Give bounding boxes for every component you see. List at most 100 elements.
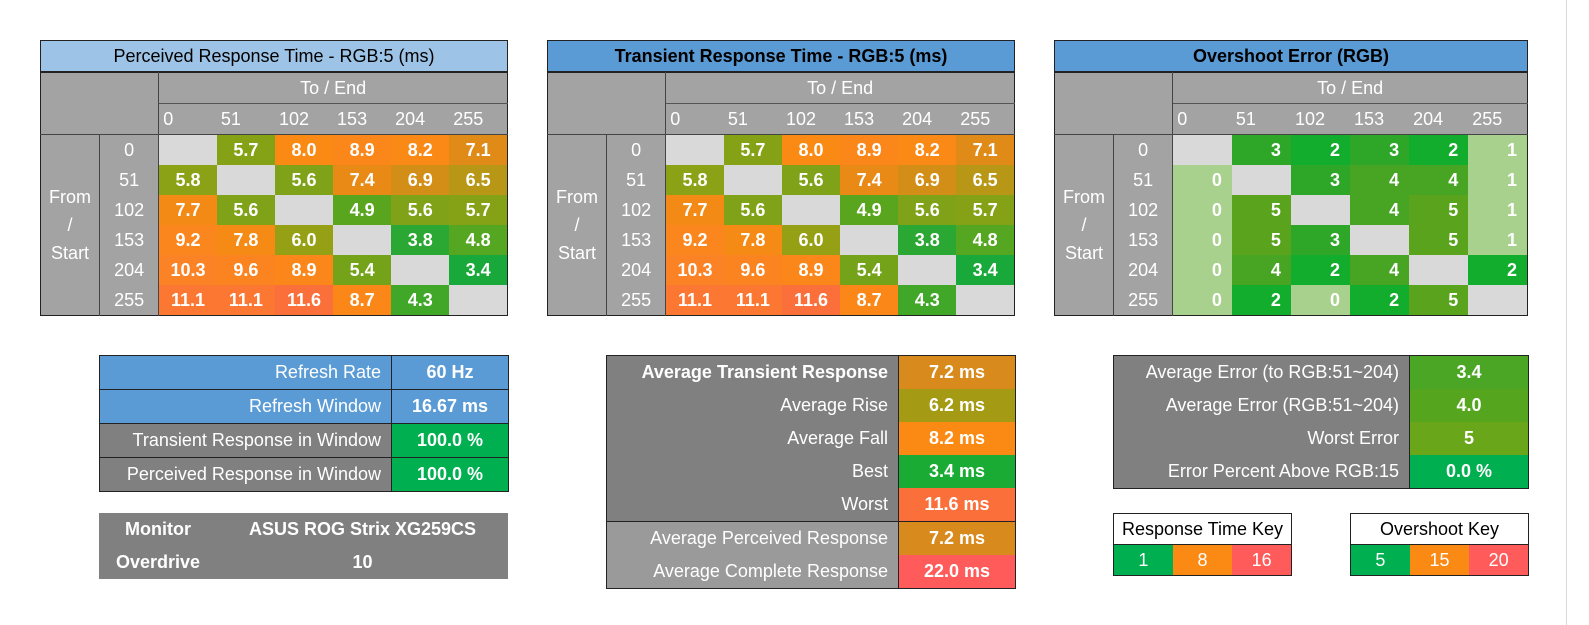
worst-error-value: 5 xyxy=(1409,422,1529,455)
avg-transient-row: Average Transient Response 7.2 ms xyxy=(606,355,1016,389)
from-start-word: / xyxy=(67,215,73,235)
error-percent-value: 0.0 % xyxy=(1409,455,1529,489)
heatmap-cell: 5.7 xyxy=(956,195,1015,225)
heatmap-cell: 8.0 xyxy=(274,134,334,165)
avg-error-to-label: Average Error (to RGB:51~204) xyxy=(1145,362,1399,382)
heatmap-cell-empty xyxy=(391,255,450,285)
heatmap-cell: 2 xyxy=(1231,285,1291,316)
x-tick: 51 xyxy=(1231,103,1291,135)
heatmap-cell-empty xyxy=(1468,285,1528,316)
heatmap-cell: 8.7 xyxy=(333,285,392,316)
refresh-window-label: Refresh Window xyxy=(99,389,392,424)
heatmap-cell-empty xyxy=(665,134,724,165)
heatmap-cell: 5.7 xyxy=(723,134,782,165)
heatmap-cell: 5.7 xyxy=(216,134,275,165)
heatmap-cell: 5.7 xyxy=(449,195,508,225)
heatmap-corner xyxy=(547,72,667,135)
heatmap-cell-empty xyxy=(956,285,1015,316)
heatmap-cell: 4.8 xyxy=(956,225,1015,255)
y-tick: 51 xyxy=(606,165,667,195)
heatmap-cell-empty xyxy=(449,285,508,316)
from-start-word: Start xyxy=(51,243,90,263)
heatmap-cell: 10.3 xyxy=(665,255,724,285)
heatmap-cell-empty xyxy=(1231,165,1291,195)
avg-error-label: Average Error (RGB:51~204) xyxy=(1165,395,1399,415)
overshoot-key: Overshoot Key 5 15 20 xyxy=(1350,513,1529,576)
heatmap-cell: 7.4 xyxy=(333,165,392,195)
refresh-info-table: Refresh Rate 60 Hz Refresh Window 16.67 … xyxy=(99,355,509,492)
heatmap-cell: 7.8 xyxy=(723,225,782,255)
heatmap-cell: 8.9 xyxy=(840,134,899,165)
best-label: Best xyxy=(851,461,888,481)
x-tick: 0 xyxy=(158,103,217,135)
heatmap-cell: 5.6 xyxy=(391,195,450,225)
heatmap-cell: 5 xyxy=(1409,225,1469,255)
overshoot-key-title: Overshoot Key xyxy=(1350,513,1529,545)
avg-fall-value: 8.2 ms xyxy=(898,422,1016,455)
heatmap-cell-empty xyxy=(840,225,899,255)
transient-response-heatmap: To / End 0 51 102 153 204 255 From / Start 0 5.7 8.0… xyxy=(547,72,1015,316)
from-start-label: From / Start xyxy=(547,134,608,316)
heatmap-cell-empty xyxy=(1409,255,1469,285)
to-end-label: To / End xyxy=(1172,72,1528,104)
heatmap-cell: 4.9 xyxy=(333,195,392,225)
heatmap-cell: 0 xyxy=(1172,255,1232,285)
heatmap-cell-empty xyxy=(1350,225,1410,255)
worst-label: Worst xyxy=(841,494,888,514)
y-tick: 153 xyxy=(1113,225,1174,255)
heatmap-cell: 5 xyxy=(1231,225,1291,255)
heatmap-cell: 6.0 xyxy=(274,225,334,255)
avg-rise-value: 6.2 ms xyxy=(898,389,1016,422)
y-tick: 51 xyxy=(1113,165,1174,195)
heatmap-cell: 0 xyxy=(1172,165,1232,195)
heatmap-cell: 6.9 xyxy=(391,165,450,195)
y-tick: 255 xyxy=(99,285,160,316)
heatmap-cell: 5.6 xyxy=(781,165,841,195)
from-start-word: Start xyxy=(1065,243,1104,263)
heatmap-cell: 0 xyxy=(1290,285,1351,316)
heatmap-cell: 9.2 xyxy=(665,225,724,255)
heatmap-cell: 8.9 xyxy=(781,255,841,285)
avg-fall-row: Average Fall 8.2 ms xyxy=(606,422,1016,455)
heatmap-cell-empty xyxy=(898,255,957,285)
heatmap-cell: 2 xyxy=(1350,285,1410,316)
overshoot-error-heatmap: To / End 0 51 102 153 204 255 From / Start 0 3 2 3 2 1 5… xyxy=(1054,72,1528,316)
heatmap-cell: 2 xyxy=(1290,134,1351,165)
heatmap-cell: 8.7 xyxy=(840,285,899,316)
heatmap-cell: 3.4 xyxy=(449,255,508,285)
x-tick: 0 xyxy=(1172,103,1232,135)
from-start-word: / xyxy=(1081,215,1087,235)
y-tick: 102 xyxy=(606,195,667,225)
worst-value: 11.6 ms xyxy=(898,488,1016,522)
heatmap-cell: 11.6 xyxy=(781,285,841,316)
heatmap-cell: 8.2 xyxy=(391,134,450,165)
avg-rise-label: Average Rise xyxy=(780,395,888,415)
heatmap-cell: 3 xyxy=(1231,134,1291,165)
heatmap-cell: 8.0 xyxy=(781,134,841,165)
perceived-in-window-label: Perceived Response in Window xyxy=(99,457,392,492)
heatmap-cell: 4 xyxy=(1409,165,1469,195)
perceived-response-heatmap: To / End 0 51 102 153 204 255 From / Start 0 5.7 8.0… xyxy=(40,72,508,316)
y-tick: 153 xyxy=(606,225,667,255)
heatmap-cell: 5.8 xyxy=(665,165,724,195)
heatmap-cell: 6.0 xyxy=(781,225,841,255)
frame-edge xyxy=(1566,0,1567,625)
heatmap-cell: 1 xyxy=(1468,134,1528,165)
heatmap-cell: 0 xyxy=(1172,225,1232,255)
monitor-value: ASUS ROG Strix XG259CS xyxy=(248,519,477,539)
avg-perceived-value: 7.2 ms xyxy=(898,521,1016,555)
avg-error-row: Average Error (RGB:51~204) 4.0 xyxy=(1113,389,1529,422)
x-tick: 102 xyxy=(1290,103,1351,135)
heatmap-cell: 8.9 xyxy=(274,255,334,285)
heatmap-cell-empty xyxy=(274,195,334,225)
heatmap-cell: 7.7 xyxy=(158,195,217,225)
response-key-low: 1 xyxy=(1113,544,1173,576)
heatmap-cell-empty xyxy=(1172,134,1232,165)
heatmap-cell: 4.3 xyxy=(391,285,450,316)
y-tick: 204 xyxy=(606,255,667,285)
heatmap-cell: 8.2 xyxy=(898,134,957,165)
x-tick: 102 xyxy=(274,103,334,135)
x-tick: 204 xyxy=(1409,103,1469,135)
heatmap-cell: 5.4 xyxy=(840,255,899,285)
heatmap-cell: 6.5 xyxy=(956,165,1015,195)
